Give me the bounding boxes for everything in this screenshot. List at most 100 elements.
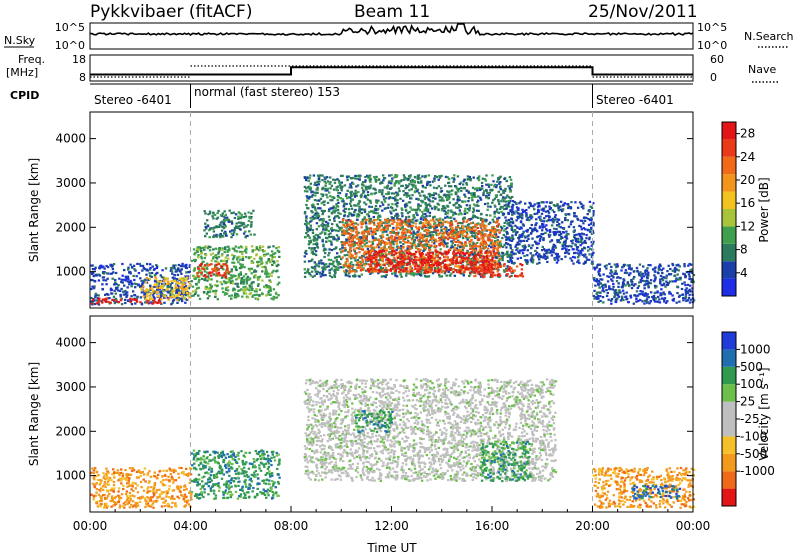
- power-cell: [493, 241, 496, 244]
- power-cell: [417, 244, 420, 248]
- power-cell: [368, 174, 372, 177]
- power-cell: [231, 282, 234, 285]
- power-cell: [162, 276, 165, 279]
- power-cell: [487, 234, 491, 237]
- power-cell: [246, 234, 249, 237]
- power-cell: [439, 231, 442, 234]
- power-cell: [335, 203, 338, 206]
- power-cell: [369, 217, 373, 220]
- power-cell: [475, 204, 479, 207]
- power-cell: [367, 215, 371, 218]
- power-cell: [430, 193, 433, 196]
- power-cell: [326, 187, 330, 190]
- power-cell: [328, 218, 331, 222]
- power-cell: [396, 255, 399, 258]
- power-cell: [374, 267, 377, 270]
- power-cell: [354, 208, 357, 212]
- power-cell: [467, 200, 470, 203]
- power-cell: [450, 185, 453, 188]
- power-cell: [327, 233, 330, 236]
- power-cell: [355, 242, 358, 245]
- power-cell: [454, 219, 458, 222]
- power-cell: [156, 286, 159, 290]
- power-cell: [470, 194, 473, 197]
- power-cell: [374, 212, 377, 215]
- power-cell: [426, 220, 429, 224]
- power-cell: [464, 257, 467, 260]
- power-cell: [192, 269, 196, 272]
- power-cell: [314, 233, 318, 236]
- power-cell: [510, 183, 513, 186]
- power-cell: [117, 284, 120, 287]
- power-cell: [492, 199, 495, 202]
- power-cell: [350, 245, 354, 248]
- power-cell: [316, 245, 319, 248]
- power-cell: [510, 184, 513, 187]
- power-cell: [452, 256, 455, 259]
- power-cell: [113, 302, 117, 305]
- power-cell: [384, 270, 387, 274]
- power-cell: [467, 257, 470, 260]
- power-cell: [319, 275, 323, 278]
- power-cell: [206, 247, 210, 250]
- power-cell: [409, 252, 412, 255]
- power-cell: [404, 187, 407, 190]
- power-cell: [440, 221, 443, 225]
- power-cell: [230, 277, 233, 280]
- power-cell: [447, 185, 451, 188]
- power-cell: [322, 267, 325, 271]
- power-cell: [412, 263, 415, 266]
- power-cell: [348, 266, 351, 269]
- power-cell: [497, 190, 500, 193]
- power-cell: [422, 267, 426, 270]
- power-cell: [321, 240, 324, 243]
- power-cell: [311, 266, 314, 269]
- power-cell: [399, 271, 402, 274]
- power-cell: [419, 218, 423, 221]
- power-cell: [392, 253, 396, 256]
- power-cell: [202, 268, 206, 271]
- power-cell: [217, 209, 220, 212]
- power-cell: [381, 269, 385, 272]
- power-cell: [450, 240, 453, 243]
- power-cell: [360, 256, 363, 259]
- power-cell: [206, 219, 209, 222]
- power-cell: [371, 262, 375, 265]
- power-cell: [376, 253, 379, 257]
- power-cell: [217, 251, 221, 254]
- power-cell: [362, 184, 365, 187]
- power-cell: [443, 207, 446, 210]
- power-cell: [336, 178, 339, 181]
- power-cell: [311, 231, 315, 234]
- power-cell: [233, 265, 236, 268]
- power-cell: [240, 252, 244, 255]
- power-cell: [481, 177, 484, 180]
- power-cell: [396, 262, 400, 266]
- power-cell: [162, 290, 165, 293]
- power-cell: [361, 258, 364, 261]
- power-cell: [424, 263, 428, 267]
- power-cell: [235, 222, 238, 225]
- power-cell: [458, 264, 461, 267]
- power-cell: [391, 267, 395, 270]
- power-cell: [362, 235, 365, 238]
- power-cell: [180, 297, 183, 300]
- power-cell: [242, 282, 245, 285]
- power-cell: [333, 237, 336, 240]
- power-cell: [149, 274, 152, 277]
- power-cell: [459, 251, 462, 254]
- power-cell: [345, 240, 348, 243]
- power-cell: [250, 282, 253, 286]
- power-cell: [257, 263, 260, 266]
- power-cell: [207, 213, 210, 216]
- power-cell: [459, 267, 462, 270]
- power-cell: [387, 259, 390, 262]
- power-cell: [343, 254, 346, 257]
- power-cell: [367, 257, 370, 260]
- power-cell: [445, 268, 449, 271]
- power-cell: [346, 260, 349, 263]
- power-cell: [338, 255, 341, 258]
- power-cell: [405, 202, 408, 205]
- power-cell: [498, 216, 501, 219]
- power-cell: [317, 212, 320, 215]
